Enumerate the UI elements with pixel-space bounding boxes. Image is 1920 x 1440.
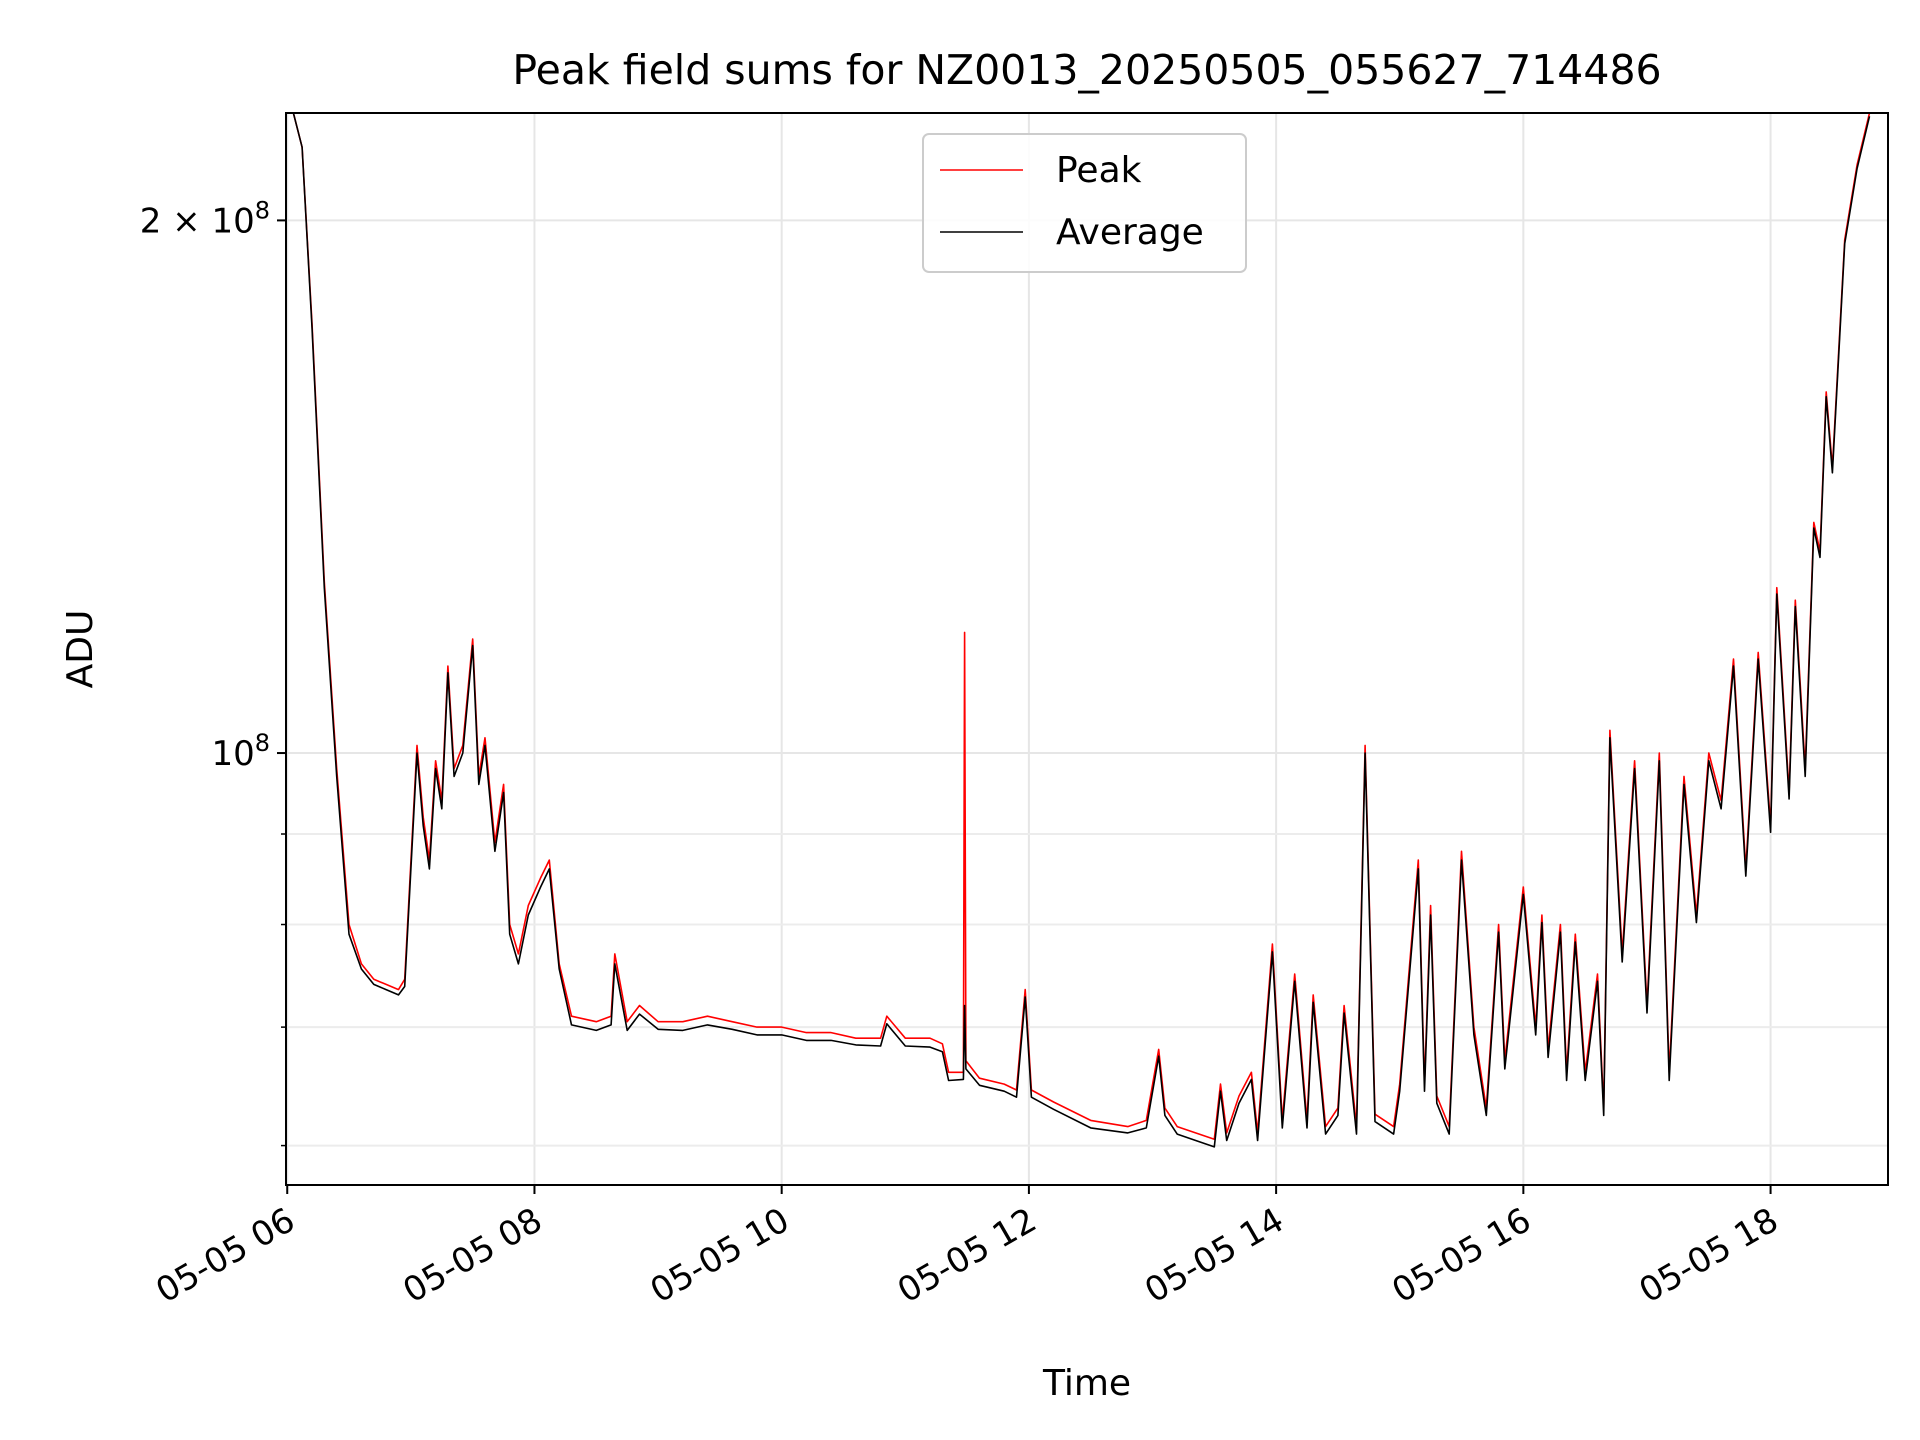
x-axis-label: Time [1042,1363,1131,1404]
chart-title: Peak field sums for NZ0013_20250505_0556… [512,46,1661,94]
y-tick-label-exponent: 8 [255,729,270,757]
y-tick-label: 108 [211,729,270,774]
series-layer [292,113,1871,1148]
legend-label-peak: Peak [1056,150,1142,191]
y-tick-label-base: 2 × 10 [140,201,255,241]
legend-box [922,133,1247,273]
y-tick-label-base: 10 [211,734,254,774]
y-axis-label: ADU [60,610,101,689]
grid [286,113,1888,1185]
legend: Peak Average [922,133,1247,273]
y-tick-label-exponent: 8 [255,196,270,224]
series-line-average [292,113,1871,1148]
plot-frame [285,112,1889,1186]
y-tick-label: 2 × 108 [140,196,270,241]
legend-label-average: Average [1056,212,1204,253]
